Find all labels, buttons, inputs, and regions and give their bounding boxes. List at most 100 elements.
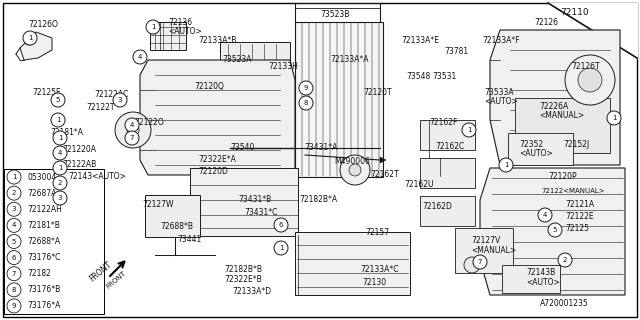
Text: 72181*A: 72181*A (50, 128, 83, 137)
Circle shape (53, 176, 67, 190)
Text: 72110: 72110 (560, 8, 589, 17)
Text: 73431*A: 73431*A (304, 143, 337, 152)
Text: 4: 4 (130, 122, 134, 128)
Text: 72162C: 72162C (435, 142, 464, 151)
Text: 73533A: 73533A (484, 88, 514, 97)
Text: <MANUAL>: <MANUAL> (471, 246, 516, 255)
Bar (502, 265, 560, 293)
Text: 73531: 73531 (432, 72, 456, 81)
Text: 72182: 72182 (27, 269, 51, 278)
Text: <AUTO>: <AUTO> (168, 27, 202, 36)
Text: <AUTO>: <AUTO> (526, 278, 560, 287)
Polygon shape (480, 168, 625, 295)
Text: 72181*B: 72181*B (27, 221, 60, 230)
Circle shape (7, 170, 21, 184)
Bar (4, 169, 104, 314)
Text: 72352: 72352 (519, 140, 543, 149)
Text: 1: 1 (28, 35, 32, 41)
Text: 5: 5 (56, 97, 60, 103)
Text: FRONT: FRONT (88, 260, 114, 284)
Text: FRONT: FRONT (105, 270, 127, 290)
Text: 721220A: 721220A (62, 145, 96, 154)
Text: 72122O: 72122O (134, 118, 164, 127)
Bar (508, 133, 573, 165)
Text: 72122T: 72122T (86, 103, 115, 112)
Text: 72143B: 72143B (526, 268, 556, 277)
Polygon shape (490, 30, 620, 165)
Circle shape (462, 123, 476, 137)
Text: 72688*A: 72688*A (27, 237, 60, 246)
Circle shape (299, 96, 313, 110)
Text: 72126: 72126 (534, 18, 558, 27)
Text: 73441: 73441 (177, 235, 201, 244)
Bar (420, 120, 475, 150)
Text: 73523B: 73523B (320, 10, 349, 19)
Text: 1: 1 (12, 174, 16, 180)
Text: 72162T: 72162T (370, 170, 399, 179)
Circle shape (340, 155, 370, 185)
Text: 72322E*B: 72322E*B (224, 275, 262, 284)
Text: 72133A*D: 72133A*D (232, 287, 271, 296)
Text: 73176*C: 73176*C (27, 253, 60, 262)
Text: 73176*A: 73176*A (27, 301, 60, 310)
Bar (295, 22, 383, 177)
Circle shape (565, 55, 615, 105)
Circle shape (349, 164, 361, 176)
Text: 72152J: 72152J (563, 140, 589, 149)
Polygon shape (20, 32, 52, 60)
Text: 72120T: 72120T (363, 88, 392, 97)
Text: 4: 4 (58, 150, 62, 156)
Text: 1: 1 (58, 165, 62, 171)
Polygon shape (548, 3, 637, 58)
Circle shape (125, 131, 139, 145)
Text: 72120D: 72120D (198, 167, 228, 176)
Text: 72122AB: 72122AB (62, 160, 96, 169)
Text: 72127W: 72127W (142, 200, 173, 209)
Bar (145, 195, 200, 237)
Circle shape (7, 299, 21, 313)
Text: 72143<AUTO>: 72143<AUTO> (68, 172, 126, 181)
Text: 7: 7 (477, 259, 483, 265)
Text: 72136: 72136 (168, 18, 192, 27)
Text: 72126T: 72126T (571, 62, 600, 71)
Text: 1: 1 (56, 117, 60, 123)
Circle shape (578, 68, 602, 92)
Text: 73523A: 73523A (222, 55, 252, 64)
Text: 6: 6 (12, 255, 16, 260)
Circle shape (51, 113, 65, 127)
Text: 3: 3 (118, 97, 122, 103)
Text: 73176*B: 73176*B (27, 285, 60, 294)
Circle shape (464, 257, 480, 273)
Text: 2: 2 (58, 180, 62, 186)
Text: 1: 1 (151, 24, 156, 30)
Text: 72688*B: 72688*B (160, 222, 193, 231)
Text: 8: 8 (304, 100, 308, 106)
Circle shape (558, 253, 572, 267)
Text: 72157: 72157 (365, 228, 389, 237)
Circle shape (7, 186, 21, 200)
Text: 3: 3 (58, 195, 62, 201)
Text: 72133A*A: 72133A*A (330, 55, 369, 64)
Text: 1: 1 (58, 135, 62, 141)
Text: 73431*B: 73431*B (238, 195, 271, 204)
Text: 72133A*C: 72133A*C (360, 265, 399, 274)
Text: 72120P: 72120P (548, 172, 577, 181)
Polygon shape (295, 232, 410, 295)
Circle shape (499, 158, 513, 172)
Text: 4: 4 (12, 222, 16, 228)
Text: <AUTO>: <AUTO> (484, 97, 518, 106)
Circle shape (538, 208, 552, 222)
Text: 72130: 72130 (362, 278, 386, 287)
Text: 73548: 73548 (406, 72, 430, 81)
Circle shape (51, 93, 65, 107)
Circle shape (24, 35, 34, 45)
Text: 2: 2 (563, 257, 567, 263)
Text: M490006: M490006 (334, 157, 370, 166)
Text: 72133A*E: 72133A*E (401, 36, 439, 45)
Text: 9: 9 (12, 303, 16, 309)
Circle shape (7, 267, 21, 281)
Text: A720001235: A720001235 (540, 299, 589, 308)
Bar (455, 228, 513, 273)
Circle shape (7, 235, 21, 249)
Circle shape (7, 251, 21, 265)
